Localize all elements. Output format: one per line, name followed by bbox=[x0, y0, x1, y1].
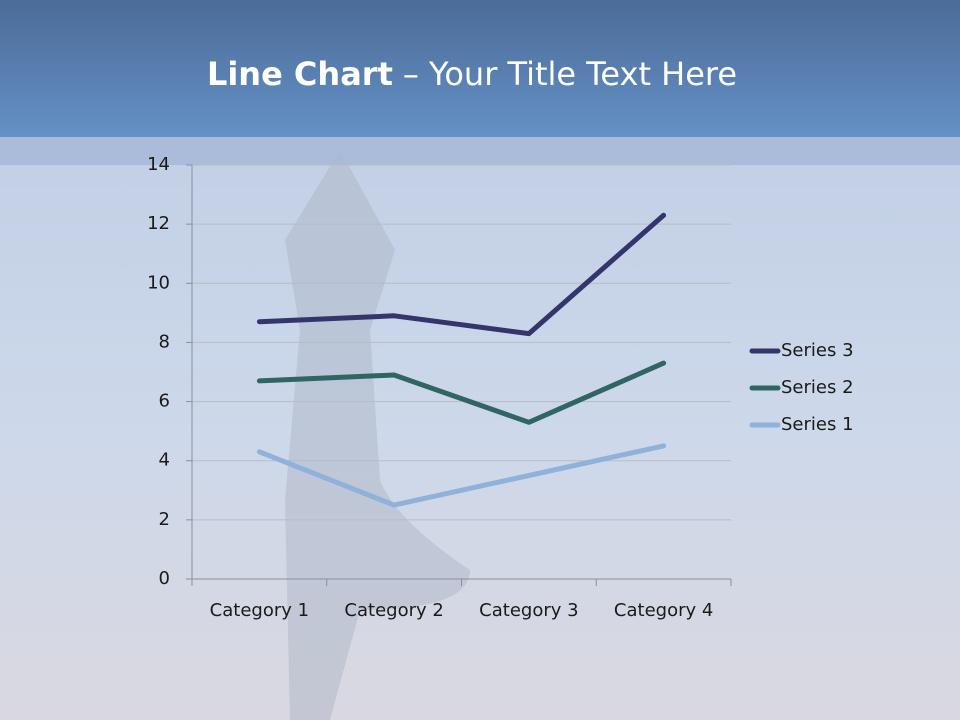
y-tick-label: 6 bbox=[159, 391, 170, 412]
legend-label: Series 3 bbox=[781, 340, 854, 361]
chart-title: Line Chart – Your Title Text Here bbox=[207, 55, 737, 93]
y-tick-label: 0 bbox=[159, 568, 170, 589]
x-tick-label: Category 3 bbox=[479, 600, 578, 621]
series-line bbox=[256, 360, 667, 425]
y-tick-label: 12 bbox=[147, 213, 170, 234]
series-line bbox=[256, 443, 667, 508]
legend-label: Series 1 bbox=[781, 414, 854, 435]
series-line bbox=[256, 212, 667, 337]
y-tick-label: 4 bbox=[159, 450, 170, 471]
x-tick-label: Category 4 bbox=[614, 600, 713, 621]
legend-label: Series 2 bbox=[781, 377, 854, 398]
title-emphasis: Line Chart bbox=[207, 55, 393, 93]
y-tick-label: 8 bbox=[159, 331, 170, 352]
x-tick-label: Category 1 bbox=[210, 600, 309, 621]
title-rest: – Your Title Text Here bbox=[403, 55, 737, 93]
y-tick-label: 14 bbox=[147, 154, 170, 175]
y-tick-label: 2 bbox=[159, 509, 170, 530]
y-tick-label: 10 bbox=[147, 272, 170, 293]
x-tick-label: Category 2 bbox=[344, 600, 443, 621]
header-strip bbox=[0, 137, 960, 165]
header-band bbox=[0, 0, 960, 137]
